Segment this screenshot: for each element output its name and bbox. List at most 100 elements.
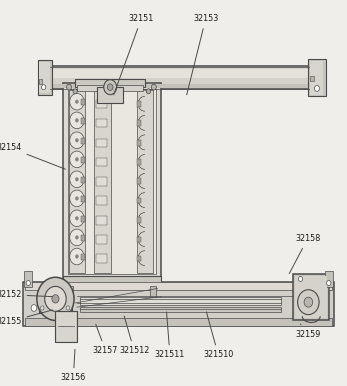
Circle shape xyxy=(70,151,84,168)
Bar xyxy=(295,276,327,318)
Text: 32153: 32153 xyxy=(187,14,218,95)
Circle shape xyxy=(40,306,44,310)
Circle shape xyxy=(52,295,59,303)
Circle shape xyxy=(75,118,79,122)
Circle shape xyxy=(70,229,84,246)
Circle shape xyxy=(104,80,117,95)
Text: 32158: 32158 xyxy=(289,234,320,274)
Circle shape xyxy=(37,277,74,320)
Bar xyxy=(310,76,314,81)
Circle shape xyxy=(42,85,46,90)
Text: 32159: 32159 xyxy=(295,324,320,339)
Bar xyxy=(81,177,85,183)
Bar xyxy=(137,120,141,126)
Bar xyxy=(81,157,85,163)
Bar xyxy=(62,83,161,280)
Bar xyxy=(81,99,85,105)
Circle shape xyxy=(70,210,84,227)
Circle shape xyxy=(298,290,319,315)
Circle shape xyxy=(26,281,31,286)
Text: 32151: 32151 xyxy=(113,14,154,95)
Circle shape xyxy=(107,84,113,90)
Bar xyxy=(57,313,76,341)
Bar xyxy=(150,286,155,297)
Circle shape xyxy=(314,86,320,91)
Bar xyxy=(96,139,107,147)
Circle shape xyxy=(75,100,79,104)
Bar xyxy=(81,235,85,241)
Bar xyxy=(43,66,313,89)
Bar xyxy=(137,237,141,242)
Circle shape xyxy=(146,89,151,94)
Circle shape xyxy=(70,171,84,188)
Bar xyxy=(137,101,141,107)
Circle shape xyxy=(304,297,313,307)
Bar xyxy=(137,159,141,165)
Circle shape xyxy=(70,248,84,265)
Circle shape xyxy=(75,235,79,239)
Text: 32156: 32156 xyxy=(61,349,86,382)
Bar xyxy=(81,254,85,260)
Circle shape xyxy=(70,132,84,149)
Bar xyxy=(23,282,334,326)
Text: 32152: 32152 xyxy=(0,290,53,299)
Bar xyxy=(45,69,311,78)
Bar xyxy=(25,318,332,326)
Circle shape xyxy=(75,216,79,220)
Circle shape xyxy=(67,84,71,90)
Circle shape xyxy=(298,302,303,308)
Bar xyxy=(81,138,85,144)
Circle shape xyxy=(75,177,79,181)
Bar xyxy=(24,271,32,287)
Circle shape xyxy=(327,281,331,286)
Bar xyxy=(39,62,50,93)
Bar xyxy=(96,254,107,263)
Bar xyxy=(325,271,333,287)
Bar xyxy=(310,61,323,95)
Text: 321510: 321510 xyxy=(203,312,233,359)
Bar xyxy=(77,85,143,91)
Bar xyxy=(69,90,85,273)
Circle shape xyxy=(75,157,79,161)
Bar xyxy=(81,307,281,312)
Bar xyxy=(137,90,153,273)
Circle shape xyxy=(73,89,77,94)
Circle shape xyxy=(75,138,79,142)
Bar xyxy=(308,59,325,96)
Bar xyxy=(75,79,145,87)
Circle shape xyxy=(151,84,156,90)
Bar xyxy=(137,256,141,261)
Bar xyxy=(81,196,85,202)
Text: 32157: 32157 xyxy=(93,324,118,355)
Bar xyxy=(67,286,73,297)
Bar xyxy=(137,140,141,146)
Bar xyxy=(25,282,332,290)
Bar xyxy=(39,297,71,313)
Circle shape xyxy=(75,254,79,259)
Text: 32155: 32155 xyxy=(0,310,53,326)
Bar xyxy=(96,177,107,186)
Bar xyxy=(62,276,161,288)
Bar xyxy=(94,90,111,273)
Bar xyxy=(37,60,52,95)
Circle shape xyxy=(66,306,70,310)
Bar xyxy=(96,216,107,225)
Bar xyxy=(96,100,107,108)
Text: 321512: 321512 xyxy=(119,316,149,355)
Bar xyxy=(39,79,42,84)
Bar xyxy=(137,178,141,184)
Circle shape xyxy=(70,112,84,129)
Bar xyxy=(81,118,85,124)
Bar xyxy=(56,311,77,342)
Circle shape xyxy=(70,190,84,207)
Bar xyxy=(68,89,155,274)
Bar xyxy=(137,217,141,223)
Bar xyxy=(293,274,329,320)
Bar xyxy=(81,297,281,305)
Bar xyxy=(96,158,107,166)
Circle shape xyxy=(70,93,84,110)
Bar xyxy=(96,235,107,244)
Bar xyxy=(96,119,107,127)
Circle shape xyxy=(45,286,66,311)
Circle shape xyxy=(75,196,79,200)
